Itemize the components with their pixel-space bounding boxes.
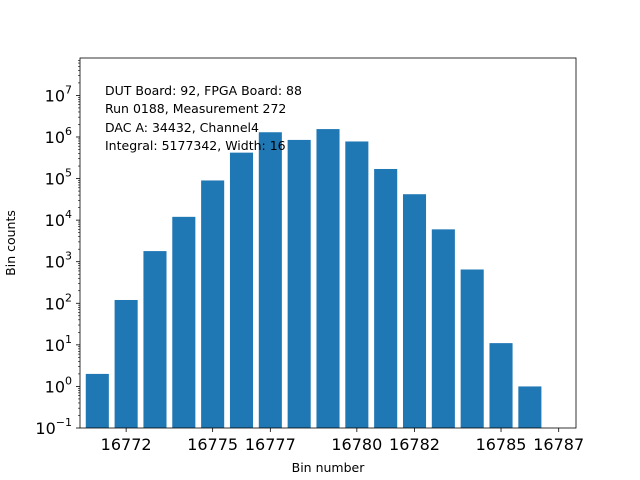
bar-16775 — [201, 180, 225, 428]
bar-16781 — [374, 168, 398, 429]
y-tick-label: 106 — [45, 125, 72, 147]
bar-16786 — [518, 386, 542, 428]
bar-16777 — [258, 132, 282, 428]
plot-frame — [79, 57, 577, 429]
annotation-line-2: Run 0188, Measurement 272 — [105, 101, 286, 116]
x-tick-label: 16780 — [331, 435, 382, 454]
y-tick-label: 103 — [45, 250, 72, 272]
bar-16773 — [143, 251, 167, 428]
y-tick-label: 102 — [45, 291, 72, 313]
bar-16784 — [460, 269, 484, 428]
bar-16774 — [172, 216, 196, 428]
annotation-line-4: Integral: 5177342, Width: 16 — [105, 138, 286, 153]
y-tick-label: 107 — [45, 83, 72, 105]
bar-16782 — [402, 194, 427, 428]
y-tick-label: 100 — [45, 374, 72, 396]
bar-16771 — [85, 373, 109, 428]
y-tick-label: 104 — [45, 208, 72, 230]
x-axis-label: Bin number — [292, 460, 366, 475]
x-tick-label: 16777 — [245, 435, 296, 454]
x-tick-label: 16772 — [101, 435, 152, 454]
bar-16772 — [114, 299, 138, 428]
annotation-line-3: DAC A: 34432, Channel4 — [105, 120, 259, 135]
x-tick-label: 16787 — [533, 435, 584, 454]
y-tick-label: 10−1 — [35, 416, 72, 438]
x-tick-label: 16775 — [187, 435, 238, 454]
y-axis-label: Bin counts — [3, 210, 18, 276]
annotation-block: DUT Board: 92, FPGA Board: 88 Run 0188, … — [105, 83, 302, 153]
x-axis-ticks: 16772 16775 16777 16780 16782 16785 16787 — [101, 428, 584, 454]
bar-16785 — [489, 343, 513, 428]
bar-16779 — [316, 129, 340, 428]
annotation-line-1: DUT Board: 92, FPGA Board: 88 — [105, 83, 302, 98]
y-tick-label: 105 — [45, 167, 72, 189]
y-axis-ticks: 10−1 100 101 102 103 104 105 106 107 — [35, 59, 80, 438]
bar-16783 — [431, 229, 455, 428]
bar-16776 — [229, 152, 254, 428]
bars-group — [85, 129, 542, 429]
x-tick-label: 16785 — [476, 435, 527, 454]
x-tick-label: 16782 — [389, 435, 440, 454]
bar-16778 — [287, 139, 311, 429]
bar-16780 — [345, 141, 369, 428]
y-tick-label: 101 — [45, 333, 72, 355]
